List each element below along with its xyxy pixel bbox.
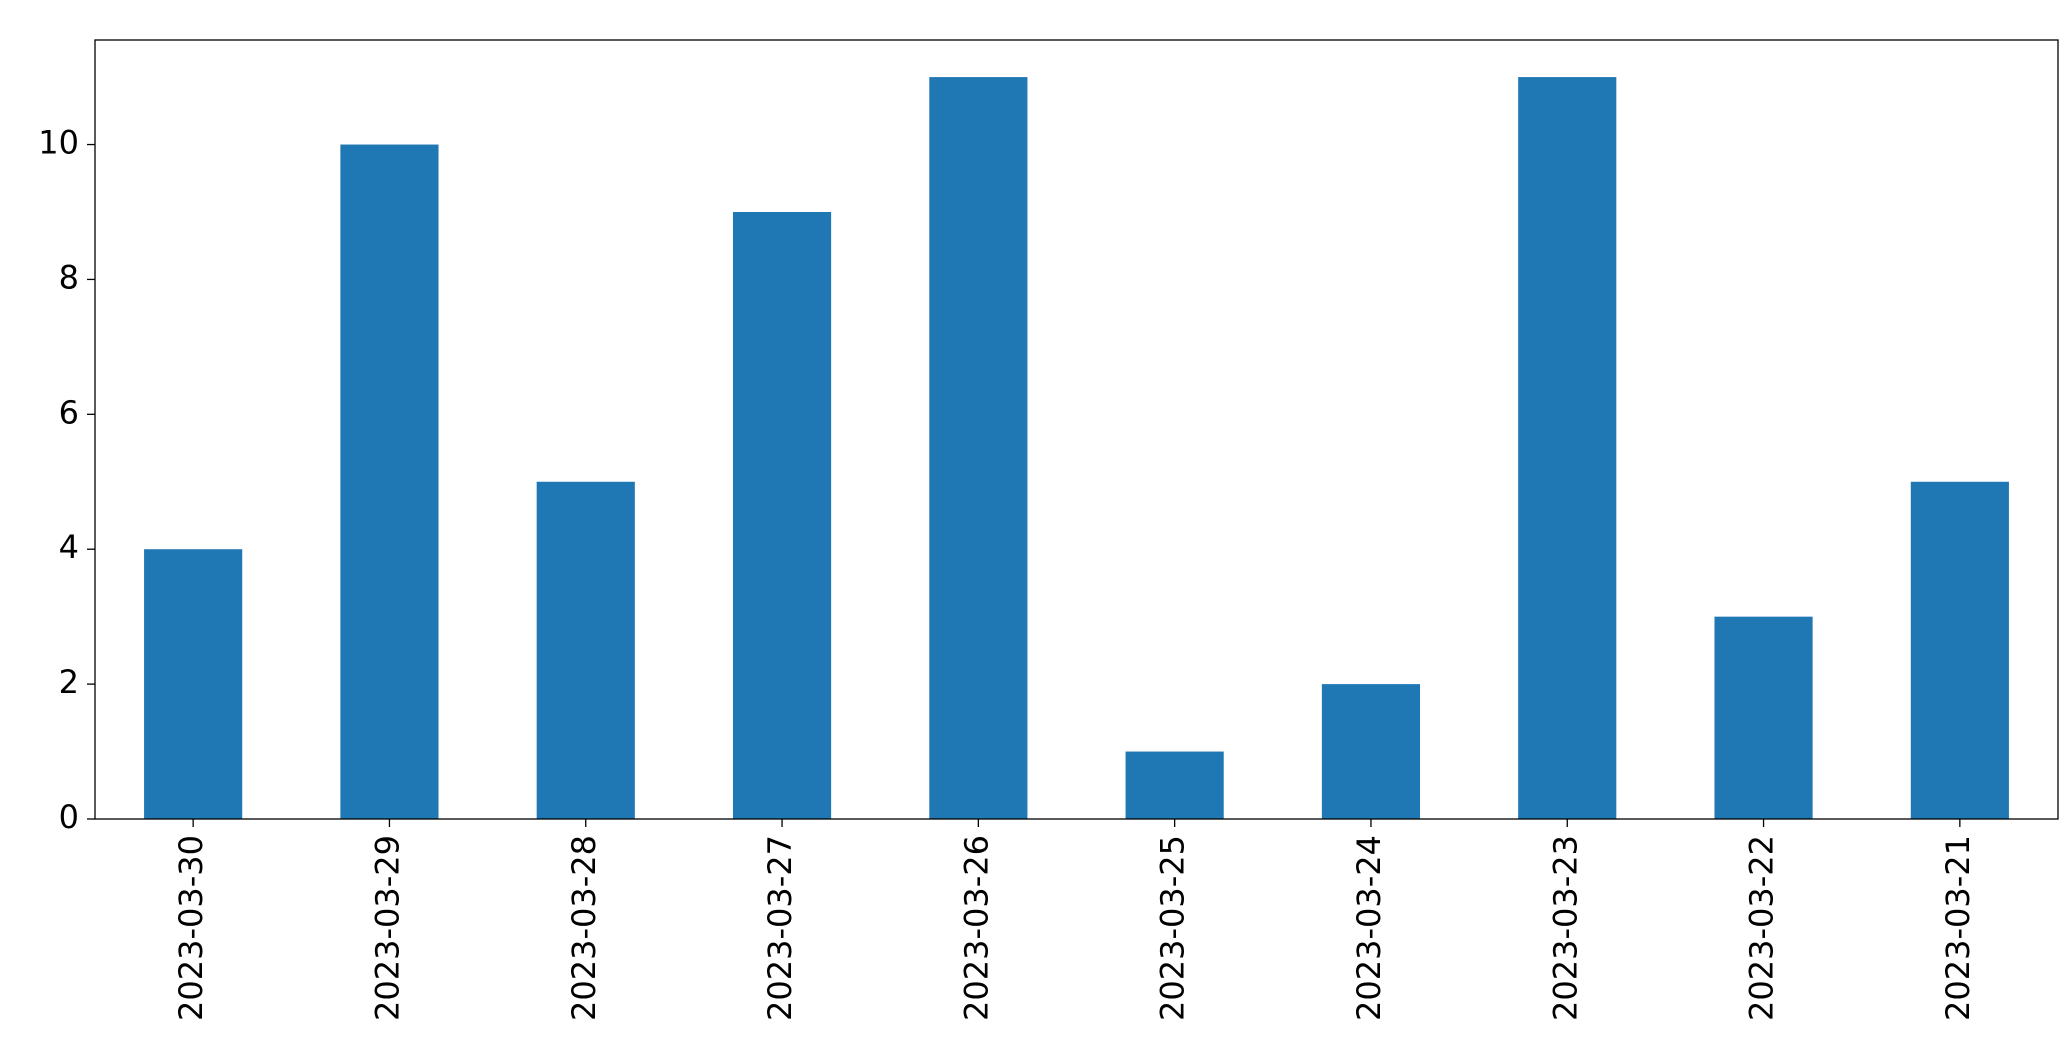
- bar: [1714, 616, 1813, 819]
- x-tick-label: 2023-03-23: [1546, 835, 1584, 1021]
- bar: [1125, 751, 1224, 819]
- x-tick-label: 2023-03-27: [761, 835, 799, 1021]
- y-tick-label: 2: [59, 663, 79, 701]
- y-tick-label: 10: [38, 124, 79, 162]
- x-tick-label: 2023-03-30: [172, 835, 210, 1021]
- y-tick-label: 0: [59, 798, 79, 836]
- x-tick-label: 2023-03-29: [368, 835, 406, 1021]
- bar: [1321, 684, 1421, 819]
- bar: [144, 549, 243, 819]
- bar: [929, 77, 1028, 820]
- x-tick-label: 2023-03-24: [1350, 835, 1388, 1021]
- x-tick-label: 2023-03-28: [565, 835, 603, 1021]
- bar: [340, 144, 439, 819]
- bar: [732, 211, 832, 820]
- x-tick-label: 2023-03-26: [957, 835, 995, 1021]
- x-tick-label: 2023-03-21: [1939, 835, 1977, 1021]
- bar: [1518, 77, 1617, 820]
- bar: [536, 481, 635, 819]
- x-tick-label: 2023-03-25: [1154, 835, 1192, 1021]
- y-tick-label: 4: [59, 528, 79, 566]
- y-tick-label: 8: [59, 258, 79, 296]
- y-tick-label: 6: [59, 393, 79, 431]
- plot-frame: [94, 39, 2059, 820]
- x-tick-label: 2023-03-22: [1743, 835, 1781, 1021]
- bar: [1910, 481, 2009, 819]
